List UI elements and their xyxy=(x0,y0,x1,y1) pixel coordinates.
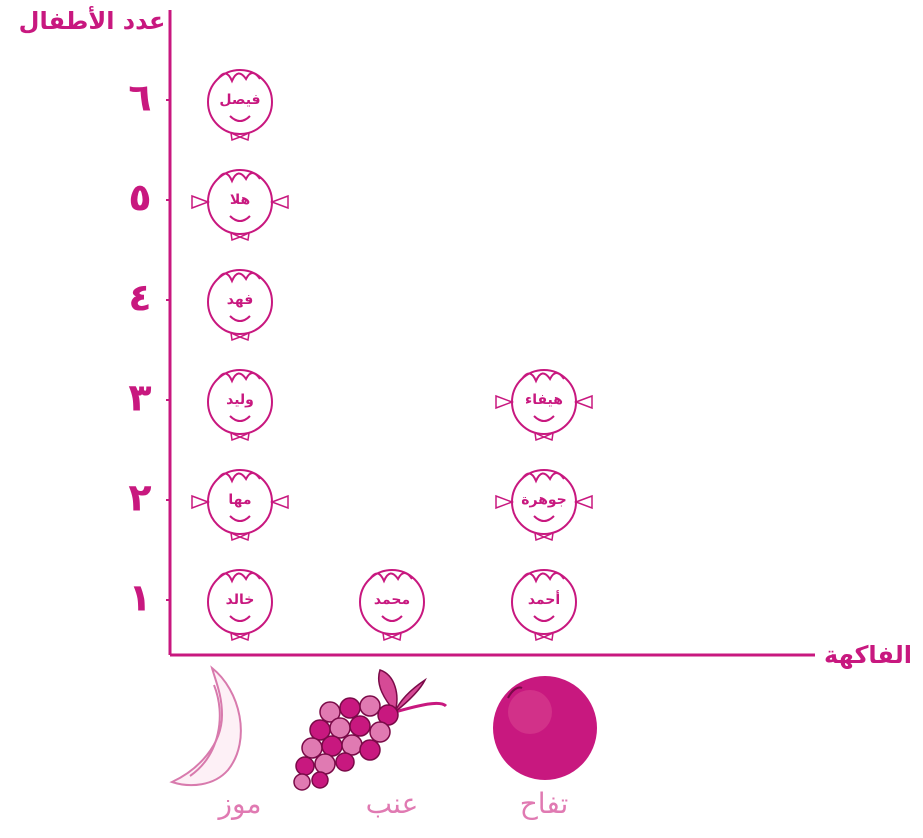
hair xyxy=(217,472,261,484)
banana-icon xyxy=(169,665,242,787)
y-tick-label: ٦ xyxy=(128,76,151,120)
child-name: مها xyxy=(228,492,251,508)
smile xyxy=(533,515,555,522)
bow xyxy=(269,494,289,510)
pictogram-child: خالد xyxy=(207,569,273,642)
collar xyxy=(534,631,554,642)
pictogram-child: هيفاء xyxy=(495,369,593,442)
collar xyxy=(230,531,250,542)
hair xyxy=(217,272,261,284)
pictogram-child: فيصل xyxy=(207,69,273,142)
x-tick-label: موز xyxy=(217,787,262,820)
child-name: أحمد xyxy=(528,590,560,608)
pictogram-child: فهد xyxy=(207,269,273,342)
bow xyxy=(191,194,211,210)
hair xyxy=(521,472,565,484)
bow xyxy=(269,194,289,210)
hair xyxy=(217,572,261,584)
collar xyxy=(534,431,554,442)
child-name: وليد xyxy=(226,392,254,408)
pictogram-child: هلا xyxy=(191,169,289,242)
x-tick-label: عنب xyxy=(366,787,419,820)
grapes-icon xyxy=(293,669,448,791)
face xyxy=(207,369,273,435)
y-tick-label: ٥ xyxy=(128,176,151,220)
hair xyxy=(217,372,261,384)
child-name: خالد xyxy=(226,592,255,608)
y-tick-label: ٢ xyxy=(128,476,151,520)
y-axis-label: عدد الأطفال xyxy=(19,6,166,35)
smile xyxy=(533,415,555,422)
apple-icon xyxy=(493,676,597,780)
collar xyxy=(230,131,250,142)
collar xyxy=(534,531,554,542)
hair xyxy=(217,172,261,184)
bow xyxy=(495,494,515,510)
smile xyxy=(381,615,403,622)
bow xyxy=(495,394,515,410)
smile xyxy=(229,615,251,622)
child-name: فهد xyxy=(227,292,254,308)
child-name: جوهرة xyxy=(521,492,567,508)
face xyxy=(207,569,273,635)
child-name: محمد xyxy=(374,592,410,608)
face xyxy=(207,269,273,335)
hair xyxy=(521,572,565,584)
pictogram-child: أحمد xyxy=(511,569,577,642)
face xyxy=(511,569,577,635)
smile xyxy=(229,315,251,322)
child-name: هيفاء xyxy=(525,392,563,408)
pictogram-child: وليد xyxy=(207,369,273,442)
bow xyxy=(573,394,593,410)
smile xyxy=(229,515,251,522)
collar xyxy=(230,631,250,642)
smile xyxy=(229,215,251,222)
y-tick-label: ١ xyxy=(128,576,151,620)
hair xyxy=(369,572,413,584)
face xyxy=(207,69,273,135)
hair xyxy=(217,72,261,84)
child-name: هلا xyxy=(230,192,250,208)
collar xyxy=(382,631,402,642)
collar xyxy=(230,231,250,242)
y-tick-label: ٣ xyxy=(128,376,151,420)
collar xyxy=(230,331,250,342)
smile xyxy=(229,115,251,122)
child-name: فيصل xyxy=(219,92,260,108)
x-tick-label: تفاح xyxy=(520,787,569,820)
face xyxy=(359,569,425,635)
bow xyxy=(191,494,211,510)
pictogram-child: مها xyxy=(191,469,289,542)
smile xyxy=(533,615,555,622)
pictogram-child: جوهرة xyxy=(495,469,593,542)
bow xyxy=(573,494,593,510)
smile xyxy=(229,415,251,422)
x-axis-label: الفاكهة xyxy=(824,641,912,669)
collar xyxy=(230,431,250,442)
pictogram-child: محمد xyxy=(359,569,425,642)
y-tick-label: ٤ xyxy=(128,276,151,320)
hair xyxy=(521,372,565,384)
